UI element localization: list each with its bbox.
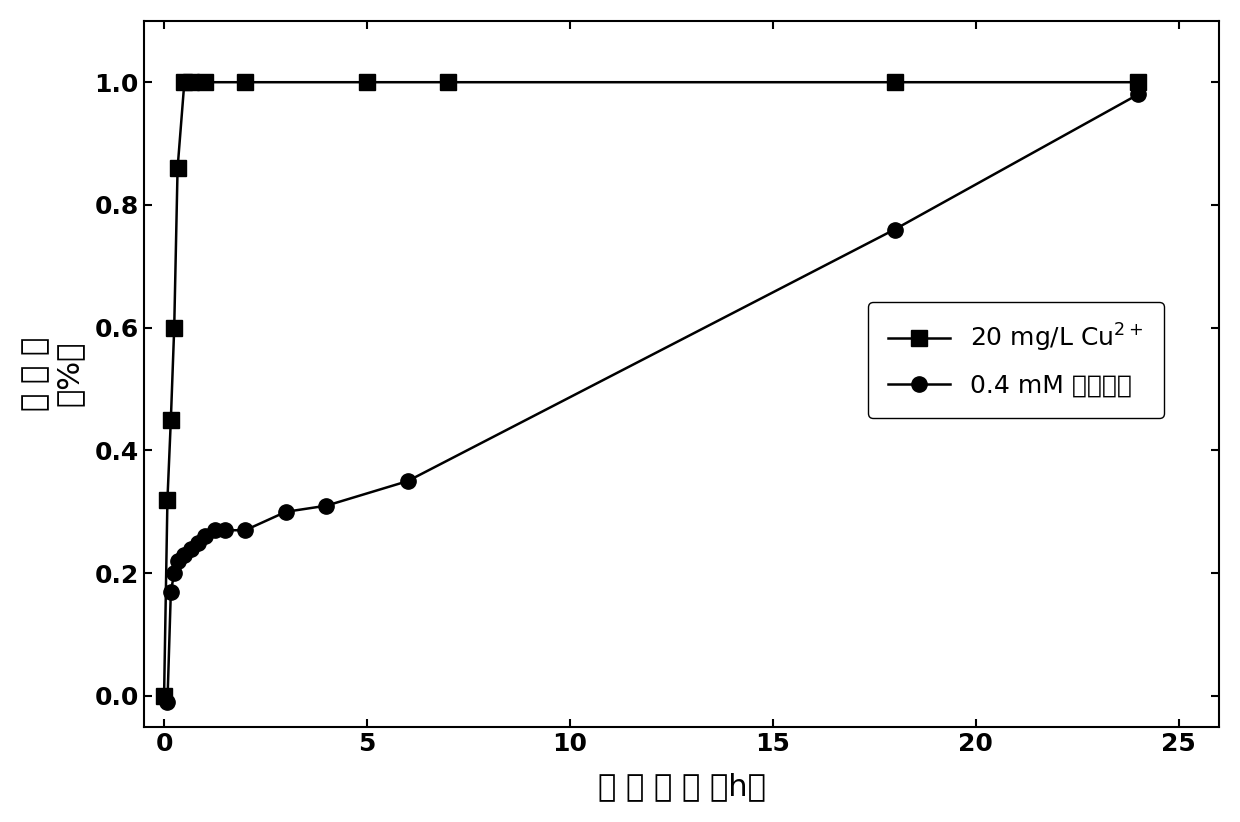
0.4 mM 硝酸盐氮	[160, 697, 175, 707]
20 mg/L Cu$^{2+}$	[156, 691, 171, 701]
20 mg/L Cu$^{2+}$	[238, 77, 253, 87]
20 mg/L Cu$^{2+}$	[887, 77, 901, 87]
0.4 mM 硝酸盐氮	[887, 224, 901, 234]
X-axis label: 反 应 时 间 （h）: 反 应 时 间 （h）	[598, 772, 765, 801]
20 mg/L Cu$^{2+}$	[166, 323, 181, 333]
Line: 0.4 mM 硝酸盐氮: 0.4 mM 硝酸盐氮	[156, 87, 1146, 709]
Legend: 20 mg/L Cu$^{2+}$, 0.4 mM 硝酸盐氮: 20 mg/L Cu$^{2+}$, 0.4 mM 硝酸盐氮	[868, 302, 1163, 418]
20 mg/L Cu$^{2+}$	[1131, 77, 1146, 87]
0.4 mM 硝酸盐氮	[191, 538, 206, 547]
0.4 mM 硝酸盐氮	[156, 691, 171, 701]
20 mg/L Cu$^{2+}$	[170, 164, 185, 173]
20 mg/L Cu$^{2+}$	[160, 495, 175, 505]
20 mg/L Cu$^{2+}$	[184, 77, 198, 87]
20 mg/L Cu$^{2+}$	[440, 77, 455, 87]
20 mg/L Cu$^{2+}$	[360, 77, 374, 87]
0.4 mM 硝酸盐氮	[166, 568, 181, 578]
0.4 mM 硝酸盐氮	[1131, 90, 1146, 99]
Line: 20 mg/L Cu$^{2+}$: 20 mg/L Cu$^{2+}$	[156, 75, 1146, 704]
20 mg/L Cu$^{2+}$	[197, 77, 212, 87]
0.4 mM 硝酸盐氮	[184, 543, 198, 553]
0.4 mM 硝酸盐氮	[217, 525, 232, 535]
0.4 mM 硝酸盐氮	[401, 476, 415, 486]
0.4 mM 硝酸盐氮	[207, 525, 222, 535]
0.4 mM 硝酸盐氮	[164, 587, 179, 597]
0.4 mM 硝酸盐氮	[177, 550, 192, 560]
0.4 mM 硝酸盐氮	[197, 532, 212, 542]
Y-axis label: 去 除 率
（%）: 去 除 率 （%）	[21, 337, 83, 411]
0.4 mM 硝酸盐氮	[278, 507, 293, 517]
0.4 mM 硝酸盐氮	[319, 501, 334, 510]
20 mg/L Cu$^{2+}$	[177, 77, 192, 87]
0.4 mM 硝酸盐氮	[170, 556, 185, 566]
0.4 mM 硝酸盐氮	[238, 525, 253, 535]
20 mg/L Cu$^{2+}$	[164, 415, 179, 425]
